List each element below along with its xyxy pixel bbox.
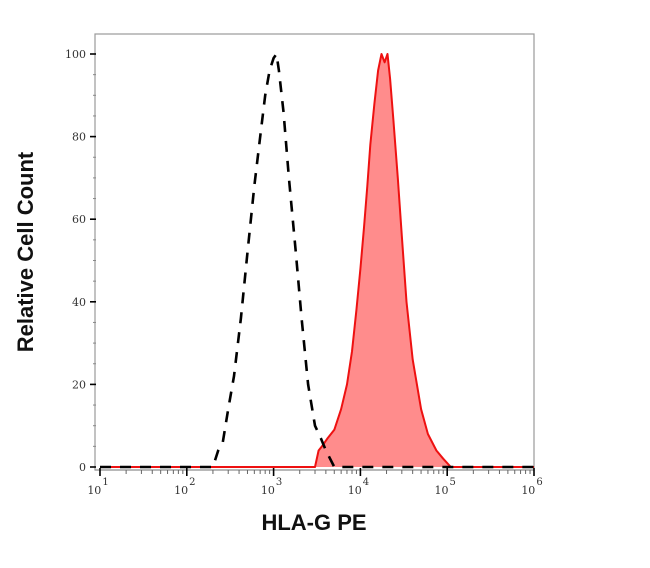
y-axis: 0 20 40 60 80 100: [65, 48, 96, 474]
hla-g-pe-histogram-outline: [100, 53, 534, 468]
y-tick-label: 60: [72, 213, 86, 226]
plot-frame: [94, 33, 535, 471]
y-tick-label: 20: [72, 378, 86, 391]
x-tick-label: 106: [521, 477, 542, 497]
x-tick-label: 103: [261, 477, 282, 497]
x-tick-label: 101: [87, 477, 108, 497]
y-axis-title: Relative Cell Count: [13, 151, 38, 352]
y-tick-label: 40: [72, 296, 86, 309]
y-tick-label: 0: [79, 461, 86, 474]
x-axis-title: HLA-G PE: [261, 510, 366, 535]
series-layer: [100, 50, 534, 469]
x-tick-label: 104: [348, 477, 369, 497]
isotype-control-histogram-line: [100, 50, 534, 469]
x-axis: 101 102 103 104 105 106: [87, 468, 543, 497]
x-tick-label: 105: [435, 477, 456, 497]
y-tick-label: 100: [65, 48, 86, 61]
y-tick-label: 80: [72, 131, 86, 144]
x-tick-label: 102: [174, 477, 195, 497]
